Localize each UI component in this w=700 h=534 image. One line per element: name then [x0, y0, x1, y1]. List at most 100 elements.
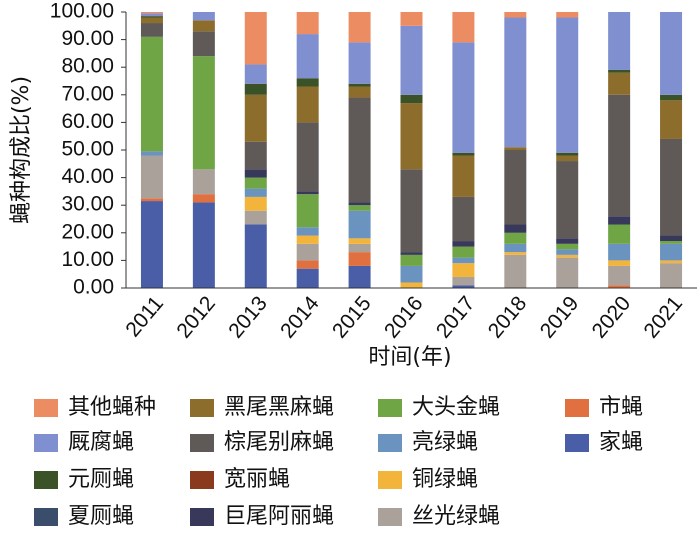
bar-segment	[452, 152, 475, 156]
bar-segment	[296, 260, 319, 269]
bar-segment	[556, 257, 579, 288]
bar-segment	[608, 72, 631, 95]
bar-segment	[452, 12, 475, 43]
bar-segment	[556, 152, 579, 156]
x-tick-label: 2012	[172, 292, 220, 343]
legend-swatch	[378, 471, 402, 489]
bar-segment	[660, 241, 683, 244]
x-tick-label: 2020	[588, 292, 636, 343]
y-tick-label: 90.00	[61, 27, 114, 50]
x-tick-label: 2017	[432, 292, 480, 343]
y-tick-label: 30.00	[61, 193, 114, 216]
bar-segment	[608, 243, 631, 261]
bar-segment	[348, 265, 371, 288]
x-tick-label: 2013	[224, 292, 272, 343]
bar-segment	[140, 23, 163, 37]
bar-segment	[504, 254, 527, 288]
bar-segment	[608, 94, 631, 217]
bar-segment	[192, 194, 215, 203]
bar-segment	[608, 216, 631, 225]
legend-swatch	[565, 434, 589, 452]
bar-segment	[660, 94, 683, 101]
legend-swatch	[34, 399, 58, 417]
bar-segment	[192, 31, 215, 57]
bar-segment	[452, 246, 475, 258]
bar-segment	[400, 252, 423, 255]
bar-segment	[192, 20, 215, 32]
y-tick-label: 80.00	[61, 55, 114, 78]
legend-swatch	[190, 508, 214, 526]
x-axis-title: 时间(年)	[368, 345, 451, 370]
bar-segment	[504, 232, 527, 244]
bar-segment	[296, 12, 319, 35]
legend-label: 巨尾阿丽蝇	[224, 504, 334, 529]
legend-swatch	[378, 434, 402, 452]
bar-segment	[608, 224, 631, 244]
bar-segment	[348, 205, 371, 211]
bar-segment	[556, 243, 579, 250]
bar-segment	[296, 194, 319, 228]
x-tick-label: 2021	[639, 292, 687, 343]
bar-segment	[296, 34, 319, 79]
bar-segment	[556, 249, 579, 255]
bar-segment	[452, 263, 475, 277]
bar-segment	[348, 252, 371, 266]
legend-swatch	[190, 434, 214, 452]
bar-segment	[660, 138, 683, 236]
x-tick-label: 2015	[328, 292, 376, 343]
bar-segment	[608, 265, 631, 286]
bar-segment	[608, 69, 631, 73]
bar-segment	[452, 241, 475, 247]
legend-label: 宽丽蝇	[224, 467, 290, 492]
bar-segment	[192, 202, 215, 288]
bar-segment	[140, 201, 163, 288]
bar-segment	[296, 191, 319, 195]
bar-segment	[400, 282, 423, 288]
bar-segment	[244, 169, 267, 178]
bar-segment	[400, 94, 423, 104]
bar-segment	[244, 210, 267, 225]
bar-segment	[348, 243, 371, 253]
legend-swatch	[190, 399, 214, 417]
x-tick-label: 2011	[121, 292, 168, 341]
bar-segment	[296, 235, 319, 244]
bar-segment	[296, 268, 319, 288]
bar-segment	[452, 285, 475, 288]
bar-segment	[556, 161, 579, 239]
bar-segment	[504, 243, 527, 253]
bar-segment	[660, 235, 683, 242]
bar-segment	[608, 260, 631, 266]
y-tick-label: 0.00	[73, 276, 114, 299]
bar-segment	[244, 64, 267, 84]
y-axis-title: 蝇种构成比(%)	[9, 76, 34, 224]
bar-segment	[244, 196, 267, 211]
bar-segment	[400, 169, 423, 253]
bar-segment	[608, 12, 631, 70]
bar-segment	[244, 224, 267, 288]
x-tick-label: 2018	[484, 292, 532, 343]
bar-segment	[556, 17, 579, 153]
x-tick-label: 2019	[536, 292, 584, 343]
bar-segment	[504, 17, 527, 148]
bar-segment	[504, 252, 527, 255]
bar-segment	[296, 243, 319, 261]
bar-segment	[556, 155, 579, 162]
bar-segment	[140, 17, 163, 24]
bar-segment	[348, 42, 371, 84]
legend-label: 家蝇	[599, 430, 643, 455]
bar-segment	[348, 202, 371, 206]
bar-segment	[348, 86, 371, 98]
bar-segment	[348, 83, 371, 87]
bar-segment	[296, 78, 319, 87]
legend-swatch	[565, 399, 589, 417]
legend-label: 棕尾别麻蝇	[224, 430, 334, 455]
bar-segment	[140, 151, 163, 156]
bar-segment	[140, 12, 163, 14]
bar-segment	[140, 16, 163, 18]
legend-label: 黑尾黑麻蝇	[224, 395, 334, 420]
bar-segment	[296, 86, 319, 123]
y-tick-label: 50.00	[61, 138, 114, 161]
bar-segment	[348, 12, 371, 43]
bar-segment	[192, 12, 215, 21]
